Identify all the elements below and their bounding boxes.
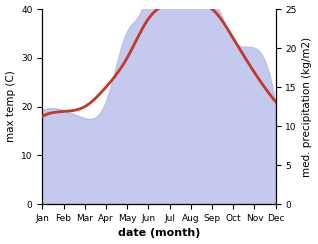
Y-axis label: med. precipitation (kg/m2): med. precipitation (kg/m2) [302,37,313,177]
X-axis label: date (month): date (month) [118,228,200,238]
Y-axis label: max temp (C): max temp (C) [5,71,16,142]
